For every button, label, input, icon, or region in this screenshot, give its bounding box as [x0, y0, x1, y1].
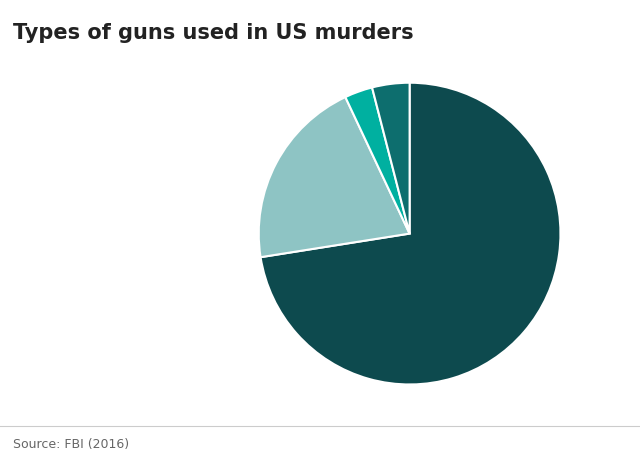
Wedge shape	[346, 88, 410, 234]
Wedge shape	[259, 98, 410, 257]
Text: Source: FBI (2016): Source: FBI (2016)	[13, 437, 129, 450]
Text: BBC: BBC	[573, 434, 605, 448]
Text: Types of guns used in US murders: Types of guns used in US murders	[13, 23, 413, 43]
Wedge shape	[260, 84, 561, 385]
Wedge shape	[372, 84, 410, 234]
